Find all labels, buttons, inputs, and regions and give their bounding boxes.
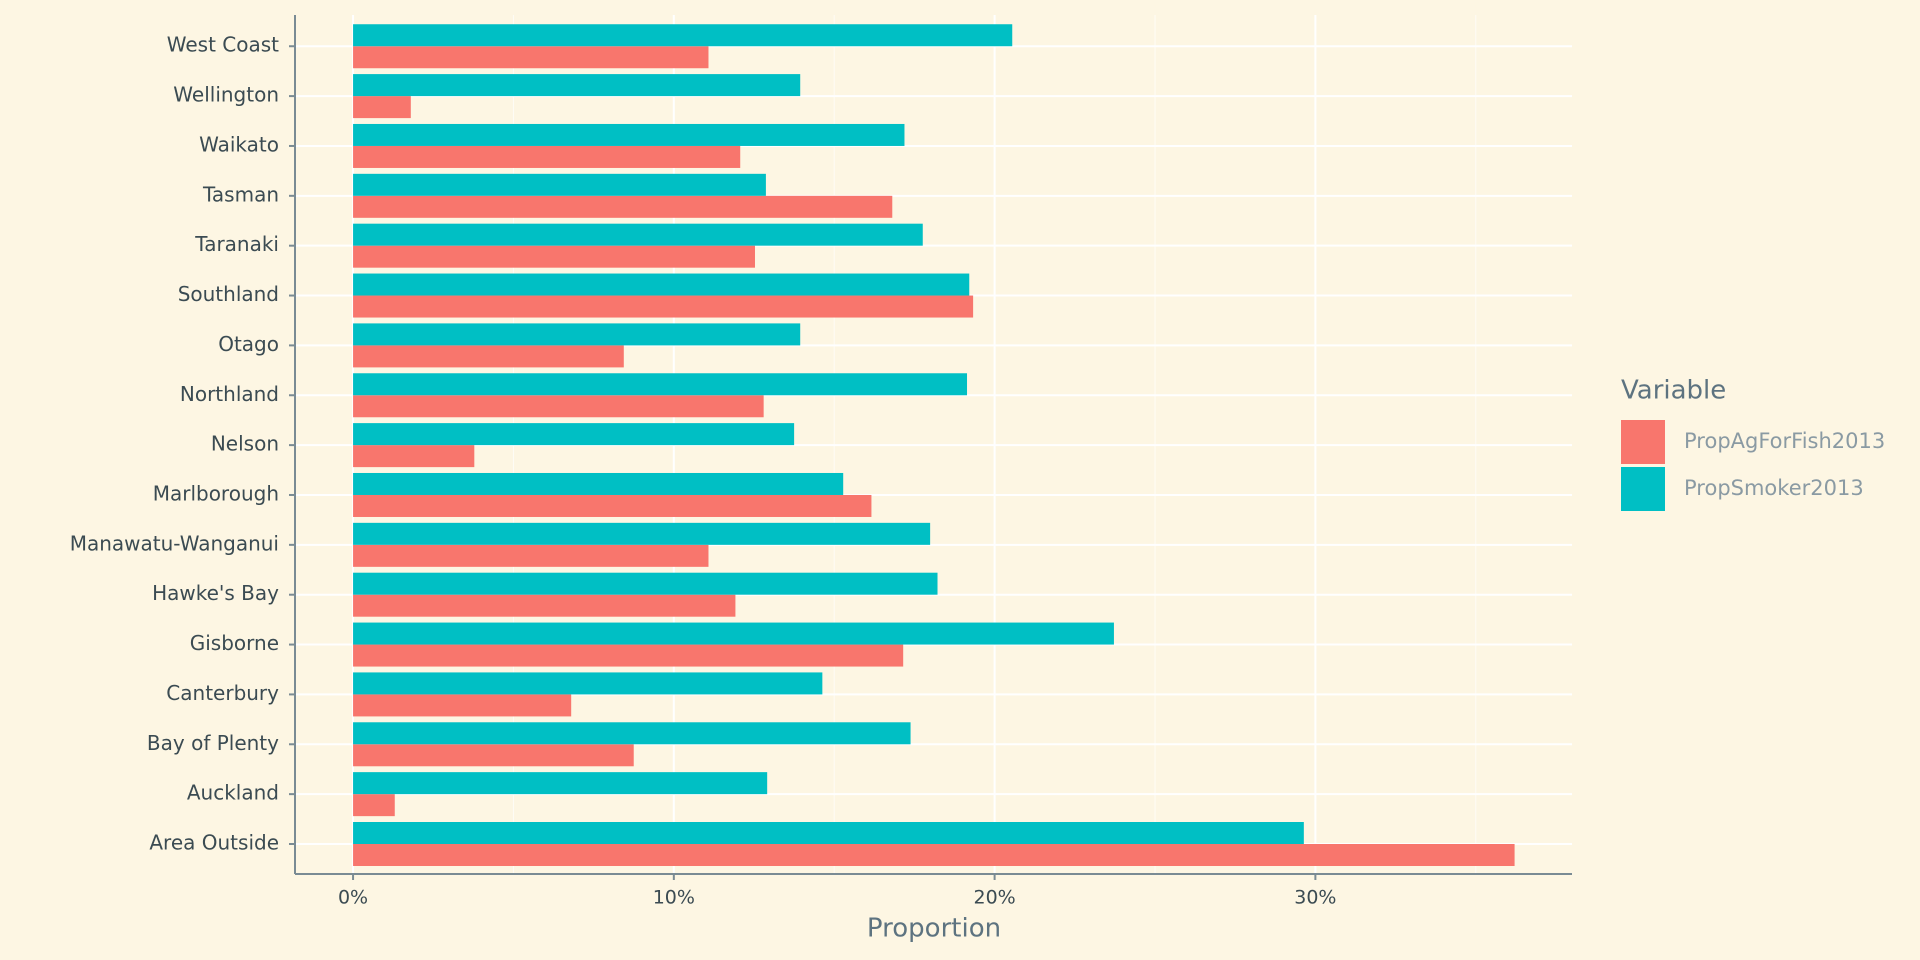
y-tick-label: Northland xyxy=(180,382,279,406)
y-tick-label: Otago xyxy=(218,332,279,356)
bar xyxy=(353,273,970,296)
legend-label: PropAgForFish2013 xyxy=(1684,429,1885,453)
y-tick-label: Marlborough xyxy=(153,481,279,505)
y-tick-label: Auckland xyxy=(187,781,279,805)
bar xyxy=(353,173,766,196)
bar xyxy=(353,472,844,495)
x-tick-label: 0% xyxy=(338,887,368,909)
bar xyxy=(353,572,938,595)
bar xyxy=(353,822,1304,844)
x-tick-label: 30% xyxy=(1294,887,1336,909)
y-tick-label: Area Outside xyxy=(149,831,279,855)
bar xyxy=(353,423,795,446)
y-tick-label: Gisborne xyxy=(190,631,279,655)
bar xyxy=(353,644,904,667)
y-tick-label: Manawatu-Wanganui xyxy=(70,531,279,555)
y-tick-label: Waikato xyxy=(199,132,279,156)
bar xyxy=(353,445,475,468)
bar xyxy=(353,722,911,745)
bar xyxy=(353,323,801,346)
legend-key xyxy=(1621,467,1665,511)
bar xyxy=(353,145,741,168)
bar xyxy=(353,672,823,695)
legend-label: PropSmoker2013 xyxy=(1684,476,1864,500)
bar xyxy=(353,522,931,545)
y-tick-label: Hawke's Bay xyxy=(152,581,279,605)
bar xyxy=(353,744,634,767)
y-tick-label: Tasman xyxy=(202,182,279,206)
bar xyxy=(353,772,768,795)
y-tick-label: Bay of Plenty xyxy=(147,731,279,755)
bar xyxy=(353,844,1515,866)
bar xyxy=(353,46,709,69)
y-tick-label: Wellington xyxy=(173,83,279,107)
y-tick-label: Taranaki xyxy=(194,232,279,256)
bar xyxy=(353,544,709,567)
x-axis-title: Proportion xyxy=(867,914,1001,944)
legend-key xyxy=(1621,420,1665,464)
bar xyxy=(353,694,572,717)
legend-title: Variable xyxy=(1621,376,1726,406)
y-tick-label: Nelson xyxy=(211,432,279,456)
y-tick-label: West Coast xyxy=(167,33,279,57)
bar xyxy=(353,245,755,268)
bar xyxy=(353,74,801,97)
bar xyxy=(353,345,624,368)
bar xyxy=(353,295,974,318)
bar xyxy=(353,195,893,218)
bar xyxy=(353,494,872,517)
bar xyxy=(353,373,968,396)
bar xyxy=(353,594,736,617)
x-tick-label: 10% xyxy=(653,887,695,909)
bar xyxy=(353,622,1114,645)
bar xyxy=(353,96,411,119)
bar xyxy=(353,395,764,418)
bar xyxy=(353,794,395,817)
bar xyxy=(353,223,923,246)
y-tick-label: Southland xyxy=(178,282,279,306)
bar xyxy=(353,123,905,146)
x-tick-label: 20% xyxy=(973,887,1015,909)
y-tick-label: Canterbury xyxy=(166,681,279,705)
bar xyxy=(353,24,1013,47)
